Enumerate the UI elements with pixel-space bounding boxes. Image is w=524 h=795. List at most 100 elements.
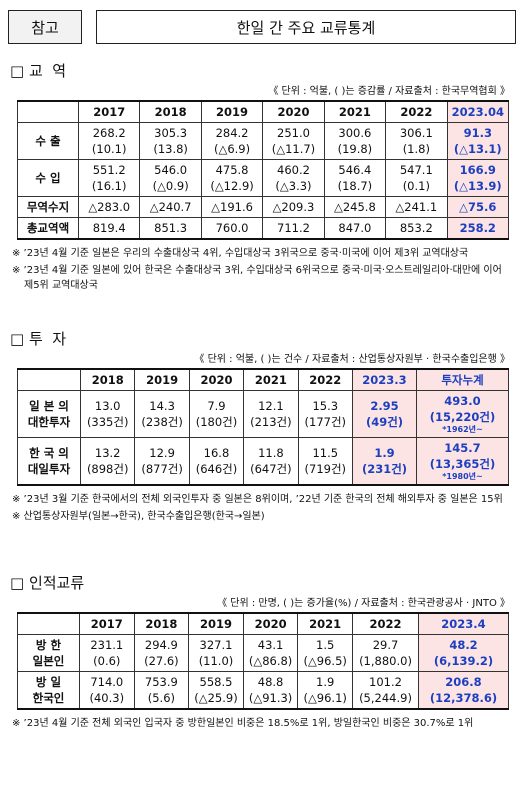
data-cell: △245.8 [323, 196, 387, 218]
cell-line: (△86.8) [248, 654, 293, 668]
cell-line: 1.9 [316, 675, 335, 689]
cell-line: (27.6) [144, 654, 179, 668]
cell-line: (△13.1) [453, 142, 502, 156]
cell-line: 13.0 [94, 399, 121, 413]
row-label: 총교역액 [17, 217, 79, 240]
title: 한일 간 주요 교류통계 [236, 18, 376, 37]
cell-line: △245.8 [334, 200, 376, 214]
cell-line: (16.1) [91, 179, 127, 193]
column-header: 2022 [297, 368, 354, 391]
cell-line: 11.8 [258, 446, 284, 460]
data-cell: 714.0 (40.3) [79, 671, 135, 710]
cell-line: 711.2 [277, 221, 310, 235]
data-cell: 231.1 (0.6) [79, 634, 135, 672]
data-cell: 91.3 (△13.1) [446, 122, 510, 160]
header-row: 2017 2018 2019 2020 2021 2022 2023.4 [17, 612, 509, 635]
data-cell: 11.5 (719건) [297, 437, 354, 486]
data-cell: 43.1 (△86.8) [242, 634, 299, 672]
data-row: 방 일 한국인 714.0 (40.3) 753.9 (5.6) 558.5 (△25.9) 4… [17, 671, 509, 710]
cell-line: 48.2 [449, 638, 478, 652]
cell-line: 294.9 [144, 638, 178, 652]
notes: ※ ’23년 4월 기준 일본은 우리의 수출대상국 4위, 수입대상국 3위국… [10, 246, 510, 293]
cell-line: (△13.9) [453, 179, 502, 193]
cell-line: 7.9 [207, 399, 226, 413]
row-label-line: 대한투자 [27, 415, 71, 429]
data-table: 2017 2018 2019 2020 2021 2022 2023.04 수 출 268.2 (… [17, 100, 510, 240]
cell-line: (△3.3) [275, 179, 312, 193]
data-cell: 166.9 (△13.9) [446, 159, 510, 197]
cell-line: (△6.9) [214, 142, 251, 156]
data-cell: 851.3 [139, 217, 202, 240]
row-label-line: 무역수지 [26, 200, 70, 214]
note: ※ ’23년 4월 기준 일본은 우리의 수출대상국 4위, 수입대상국 3위국… [12, 248, 469, 259]
cell-line: 551.2 [92, 163, 126, 177]
cell-line: 1.9 [374, 446, 395, 460]
data-cell: 11.8 (647건) [243, 437, 299, 486]
cell-line: 284.2 [215, 126, 249, 140]
cell-line: 847.0 [338, 221, 372, 235]
source-note: 《 단위 : 만명, ( )는 증가율(%) / 자료출처 : 한국관광공사 ·… [217, 598, 510, 609]
data-cell: 29.7 (1,880.0) [352, 634, 419, 672]
cell-line: 48.8 [257, 675, 284, 689]
cell-line: △191.6 [211, 200, 253, 214]
column-header: 2022 [385, 100, 448, 123]
cell-line: 11.5 [312, 446, 339, 460]
row-label: 방 한 일본인 [17, 634, 80, 672]
column-header: 2022 [352, 612, 419, 635]
cell-line: (1.8) [402, 142, 430, 156]
data-cell: 819.4 [77, 217, 141, 240]
data-cell: △283.0 [77, 196, 141, 218]
cell-line: (10.1) [91, 142, 127, 156]
column-header: 2019 [200, 100, 264, 123]
note: ※ ’23년 4월 기준 일본에 있어 한국은 수출대상국 3위, 수입대상국 … [12, 265, 502, 291]
data-cell: 284.2 (△6.9) [200, 122, 264, 160]
cell-footnote: *1962년~ [442, 425, 483, 434]
corner-cell [17, 612, 80, 635]
column-header: 투자누계 [416, 368, 509, 391]
data-cell: 547.1 (0.1) [385, 159, 448, 197]
cell-line: 15.3 [312, 399, 339, 413]
column-header: 2019 [188, 612, 244, 635]
source-note: 《 단위 : 억불, ( )는 건수 / 자료출처 : 산업통상자원부 · 한국… [194, 354, 510, 365]
cell-line: 12.1 [258, 399, 284, 413]
data-cell: 847.0 [323, 217, 387, 240]
cell-line: (△12.9) [210, 179, 254, 193]
cell-line: (40.3) [89, 691, 125, 705]
section-heading: □ 투 자 [10, 330, 67, 348]
data-cell: 145.7 (13,365건) *1980년~ [416, 437, 509, 486]
row-label-line: 방 한 [35, 638, 62, 652]
cell-line: 251.0 [277, 126, 310, 140]
column-header: 2017 [79, 612, 135, 635]
cell-line: 327.1 [199, 638, 233, 652]
data-row: 일 본 의 대한투자 13.0 (335건) 14.3 (238건) 7.9 (180건) 12… [17, 390, 509, 438]
data-cell: 15.3 (177건) [297, 390, 354, 438]
corner-cell [17, 368, 81, 391]
column-header: 2017 [77, 100, 141, 123]
cell-line: 493.0 [444, 394, 481, 408]
cell-line: (15,220건) [429, 410, 496, 424]
cell-line: 1.5 [316, 638, 335, 652]
data-cell: 48.8 (△91.3) [242, 671, 299, 710]
cell-line: (6,139.2) [433, 654, 494, 668]
cell-line: (177건) [304, 415, 347, 429]
data-row: 무역수지 △283.0 △240.7 △191.6 △209.3 △245.8 △241.1… [17, 196, 510, 218]
row-label-line: 총교역액 [26, 221, 70, 235]
cell-line: (231건) [361, 462, 408, 476]
cell-line: 851.3 [154, 221, 188, 235]
data-row: 방 한 일본인 231.1 (0.6) 294.9 (27.6) 327.1 (11.0) 43… [17, 634, 509, 672]
cell-line: 91.3 [463, 126, 492, 140]
data-row: 한 국 의 대일투자 13.2 (898건) 12.9 (877건) 16.8 (646건) 1… [17, 437, 509, 486]
cell-line: (5,244.9) [359, 691, 412, 705]
data-cell: 327.1 (11.0) [188, 634, 244, 672]
cell-line: 819.4 [92, 221, 126, 235]
data-cell: 268.2 (10.1) [77, 122, 141, 160]
cell-line: 43.1 [257, 638, 284, 652]
cell-line: (180건) [195, 415, 238, 429]
row-label: 수 입 [17, 159, 79, 197]
cell-line: (△96.1) [303, 691, 347, 705]
data-row: 수 출 268.2 (10.1) 305.3 (13.8) 284.2 (△6.9) 251.… [17, 122, 510, 160]
cell-line: 714.0 [90, 675, 124, 689]
data-cell: 1.9 (△96.1) [297, 671, 353, 710]
cell-line: 101.2 [369, 675, 402, 689]
